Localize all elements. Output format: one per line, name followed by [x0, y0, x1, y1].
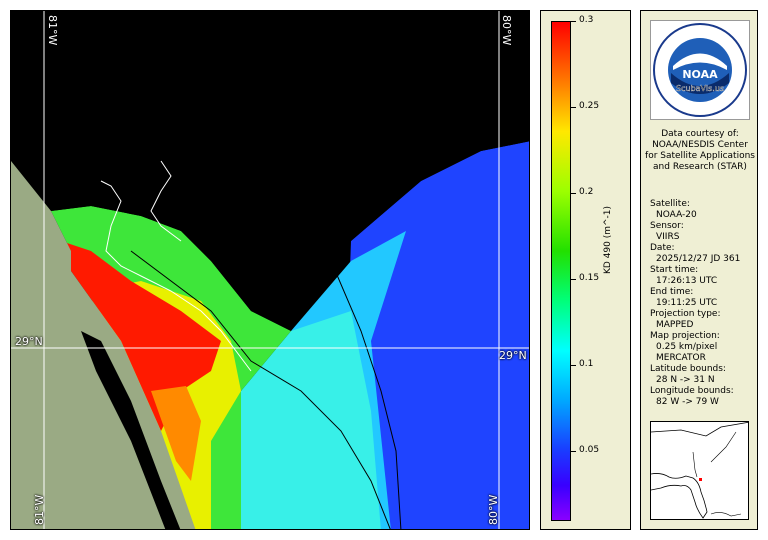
- map-projection-value: MERCATOR: [656, 353, 706, 363]
- map-projection-label: Map projection:: [650, 331, 720, 341]
- tick-mark: [571, 365, 576, 366]
- sensor-label: Sensor:: [650, 221, 684, 231]
- projection-type-label: Projection type:: [650, 309, 721, 319]
- logo-text: NOAA: [682, 68, 718, 81]
- longitude-bounds-value: 82 W -> 79 W: [656, 397, 719, 407]
- projection-type-value: MAPPED: [656, 320, 694, 330]
- metadata-list: Satellite: NOAA-20 Sensor: VIIRS Date: 2…: [650, 199, 756, 408]
- date-label: Date:: [650, 243, 675, 253]
- latitude-bounds-label: Latitude bounds:: [650, 364, 726, 374]
- satellite-value: NOAA-20: [656, 210, 697, 220]
- end-time-value: 19:11:25 UTC: [656, 298, 718, 308]
- tick-label: 0.1: [579, 359, 594, 369]
- map-panel[interactable]: 81°W 80°W 81°W 80°W 29°N 29°N: [10, 10, 530, 530]
- tick-mark: [571, 21, 576, 22]
- lon-label-bottom-right: 80°W: [487, 494, 500, 525]
- locator-map-icon: [651, 422, 748, 519]
- map-resolution-value: 0.25 km/pixel: [656, 342, 718, 352]
- lat-label-left: 29°N: [15, 335, 43, 348]
- lat-label-right: 29°N: [499, 349, 527, 362]
- coastline-outline: [100, 180, 252, 372]
- tick-label: 0.25: [579, 101, 600, 111]
- red-nearshore: [61, 241, 221, 431]
- colorbar-panel: 0.3 0.25 0.2 0.15 0.1 0.05 KD 490 (m^-1): [540, 10, 631, 530]
- tick-mark: [571, 107, 576, 108]
- data-courtesy: Data courtesy of: NOAA/NESDIS Center for…: [645, 129, 755, 172]
- lon-label-top-right: 80°W: [500, 15, 513, 46]
- tick-label: 0.2: [579, 187, 594, 197]
- end-time-label: End time:: [650, 287, 694, 297]
- colorbar: [551, 21, 571, 521]
- noaa-logo: NOAA ScubaVis.us: [650, 20, 750, 120]
- tick-label: 0.15: [579, 273, 600, 283]
- lon-label-bottom-left: 81°W: [33, 494, 46, 525]
- river-outline: [150, 160, 182, 242]
- info-panel: NOAA ScubaVis.us Data courtesy of: NOAA/…: [640, 10, 758, 530]
- cloud-mask: [11, 11, 529, 331]
- lon-label-top-left: 81°W: [46, 15, 59, 46]
- light-cyan-band: [241, 311, 381, 529]
- watermark-text: ScubaVis.us: [676, 84, 724, 93]
- longitude-bounds-label: Longitude bounds:: [650, 386, 734, 396]
- latitude-bounds-value: 28 N -> 31 N: [656, 375, 715, 385]
- locator-inset-map: [650, 421, 749, 520]
- orange-edge: [151, 386, 201, 481]
- lagoon-dark: [81, 331, 181, 529]
- isobath-line-2: [330, 260, 402, 529]
- offshore-blue-water: [341, 141, 529, 529]
- noaa-logo-icon: NOAA ScubaVis.us: [653, 23, 747, 117]
- tick-label: 0.3: [579, 15, 594, 25]
- tick-mark: [571, 193, 576, 194]
- tick-mark: [571, 451, 576, 452]
- start-time-value: 17:26:13 UTC: [656, 276, 718, 286]
- tick-label: 0.05: [579, 445, 600, 455]
- isobath-line: [130, 250, 391, 529]
- start-time-label: Start time:: [650, 265, 699, 275]
- sensor-value: VIIRS: [656, 232, 680, 242]
- satellite-label: Satellite:: [650, 199, 690, 209]
- kd490-map[interactable]: [11, 11, 530, 530]
- colorbar-title: KD 490 (m^-1): [603, 205, 613, 274]
- tick-mark: [571, 279, 576, 280]
- date-value: 2025/12/27 JD 361: [656, 254, 741, 264]
- land-coast: [11, 161, 196, 529]
